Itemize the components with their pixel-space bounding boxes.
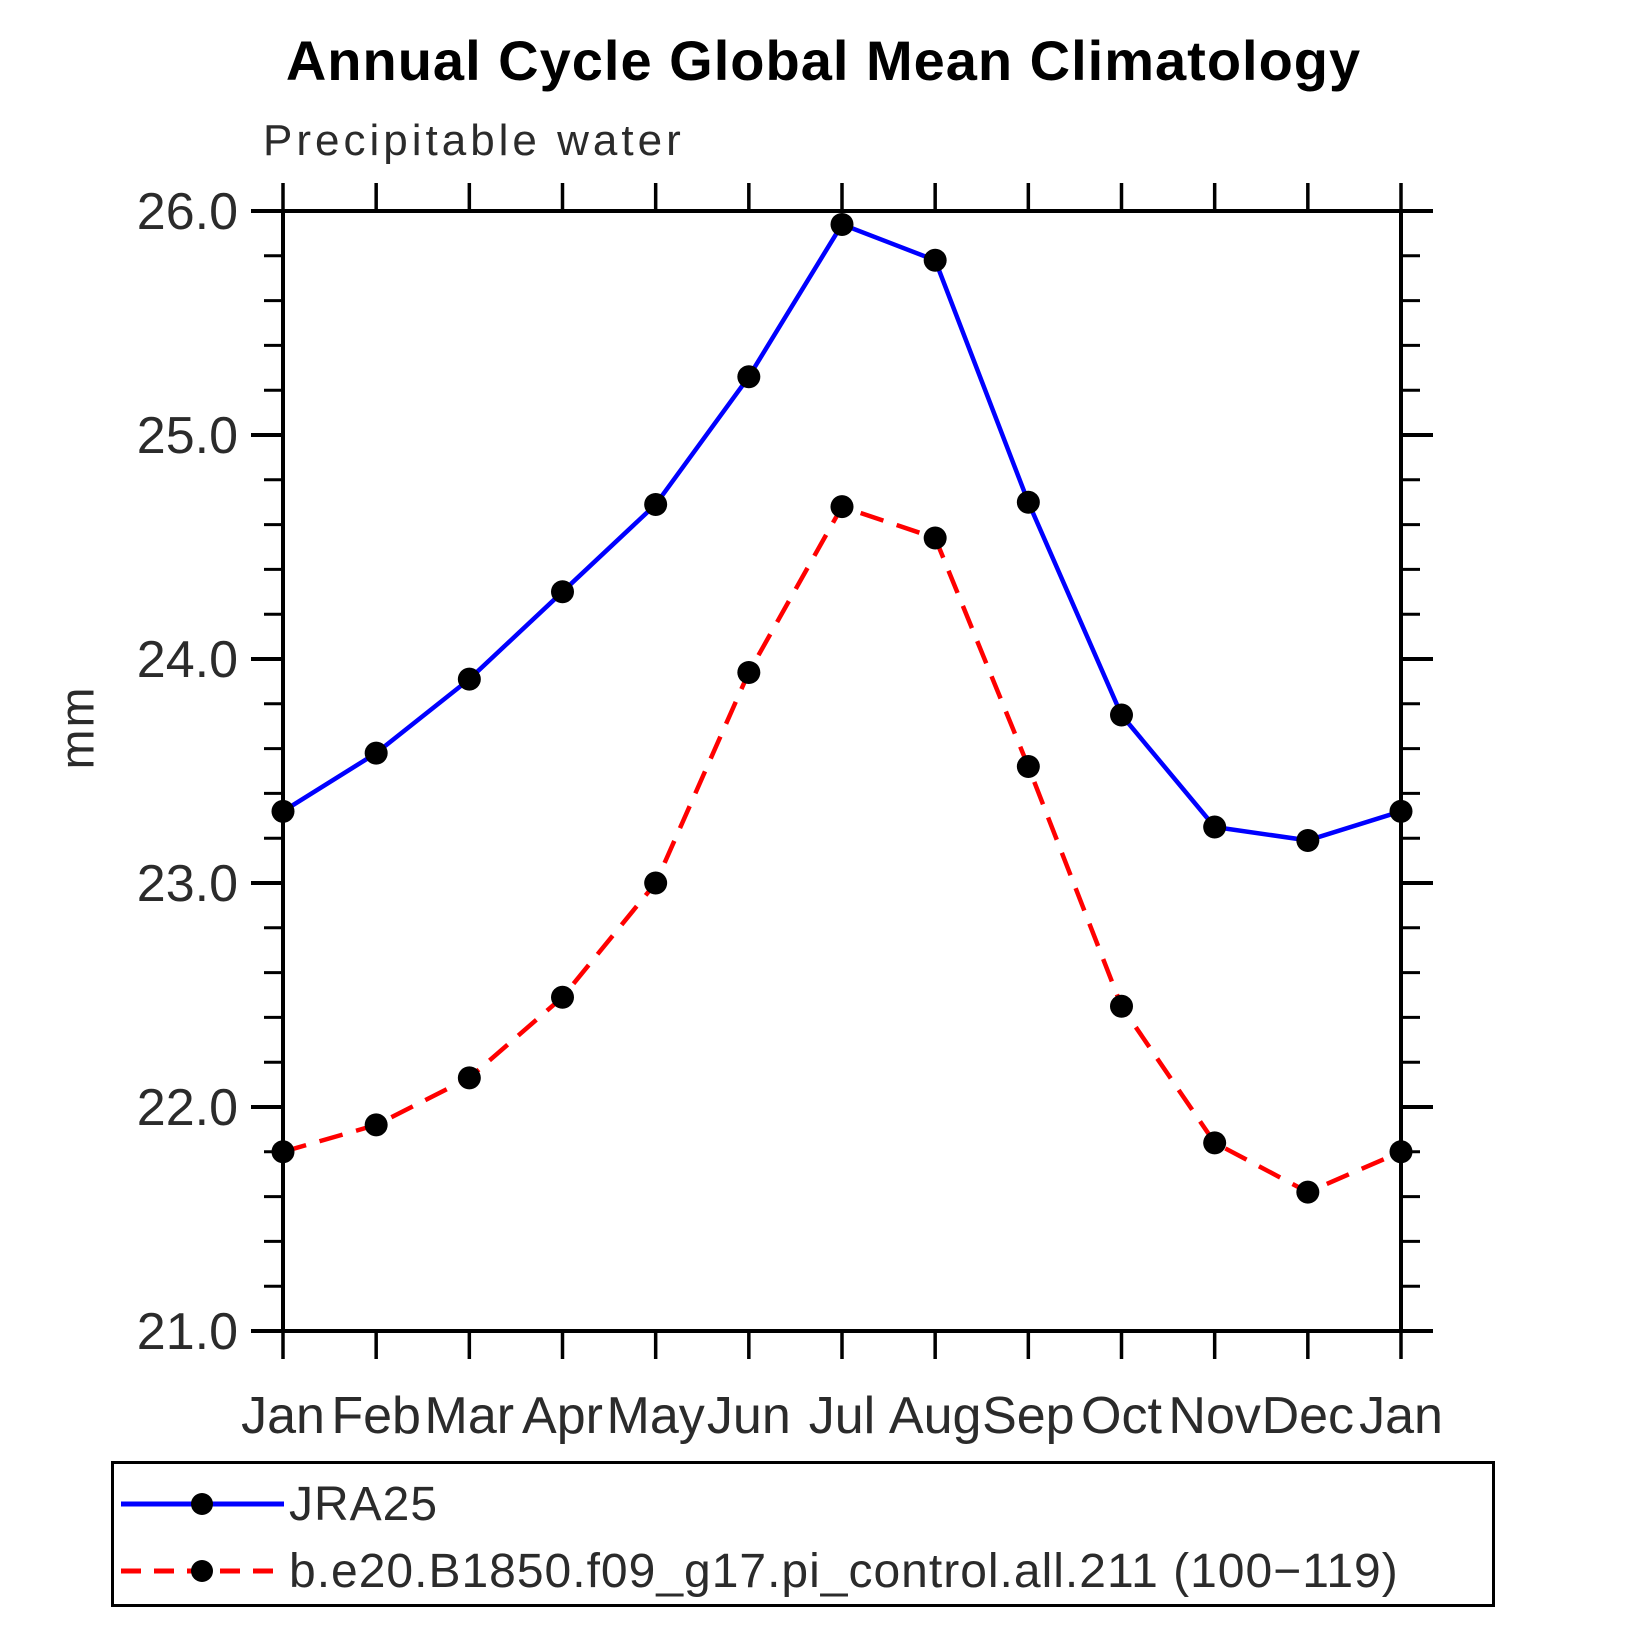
- data-point: [1016, 490, 1040, 514]
- data-point: [1016, 755, 1040, 779]
- x-axis-tick-label: Oct: [1081, 1387, 1162, 1445]
- x-axis-tick-label: Dec: [1262, 1387, 1354, 1445]
- x-axis-tick-label: Jun: [707, 1387, 791, 1445]
- x-axis-tick-label: Mar: [425, 1387, 515, 1445]
- legend-box: JRA25 b.e20.B1850.f09_g17.pi_control.all…: [111, 1461, 1495, 1607]
- x-axis-tick-label: Jan: [241, 1387, 325, 1445]
- series-line-jra25: [281, 221, 1402, 843]
- data-point: [923, 526, 947, 550]
- data-point: [737, 660, 761, 684]
- x-axis-tick-label: Feb: [331, 1387, 421, 1445]
- data-point: [551, 580, 574, 604]
- data-point: [1296, 1180, 1320, 1204]
- legend-label-jra25: JRA25: [289, 1477, 439, 1531]
- data-point: [644, 871, 668, 895]
- data-point: [1203, 815, 1227, 839]
- y-axis-tick-label: 22.0: [137, 1079, 238, 1137]
- x-axis-tick-label: Nov: [1168, 1387, 1260, 1445]
- data-point: [457, 667, 481, 691]
- data-point: [551, 985, 574, 1009]
- y-axis-tick-label: 24.0: [137, 631, 238, 689]
- series-line-model: [282, 503, 1402, 1195]
- data-point: [830, 495, 854, 519]
- data-point: [364, 741, 388, 765]
- y-axis-tick-label: 23.0: [137, 855, 238, 913]
- data-point: [644, 492, 668, 516]
- legend-marker-dot: [191, 1493, 213, 1515]
- data-point: [364, 1113, 388, 1137]
- x-axis-tick-label: Apr: [522, 1387, 603, 1445]
- data-point: [1389, 1140, 1413, 1164]
- legend-entry-jra25: JRA25: [114, 1474, 438, 1534]
- x-axis-tick-label: Jan: [1359, 1387, 1443, 1445]
- data-point: [271, 799, 295, 823]
- data-point: [1110, 703, 1133, 727]
- y-axis-tick-label: 21.0: [137, 1303, 238, 1361]
- data-point: [1389, 799, 1413, 823]
- data-point: [1203, 1131, 1227, 1155]
- y-axis-tick-label: 25.0: [137, 407, 238, 465]
- legend-entry-model: b.e20.B1850.f09_g17.pi_control.all.211 (…: [114, 1541, 1399, 1601]
- x-axis-tick-label: May: [607, 1387, 705, 1445]
- legend-sample-model-line: [121, 1560, 284, 1582]
- legend-sample-jra25-line: [121, 1493, 284, 1515]
- x-axis-tick-label: Sep: [982, 1387, 1075, 1445]
- data-point: [271, 1140, 295, 1164]
- data-point: [1110, 994, 1133, 1018]
- data-point: [457, 1066, 481, 1090]
- data-point: [1296, 828, 1320, 852]
- data-point: [737, 365, 761, 389]
- x-axis-tick-label: Aug: [889, 1387, 982, 1445]
- chart-title: Annual Cycle Global Mean Climatology: [285, 29, 1362, 92]
- x-axis-tick-label: Jul: [809, 1387, 875, 1445]
- data-point: [923, 248, 947, 272]
- legend-label-model: b.e20.B1850.f09_g17.pi_control.all.211 (…: [289, 1544, 1399, 1598]
- legend-marker-dot: [191, 1560, 213, 1582]
- chart-subtitle: Precipitable water: [263, 116, 685, 165]
- data-point: [830, 212, 854, 236]
- y-axis-tick-label: 26.0: [137, 183, 238, 241]
